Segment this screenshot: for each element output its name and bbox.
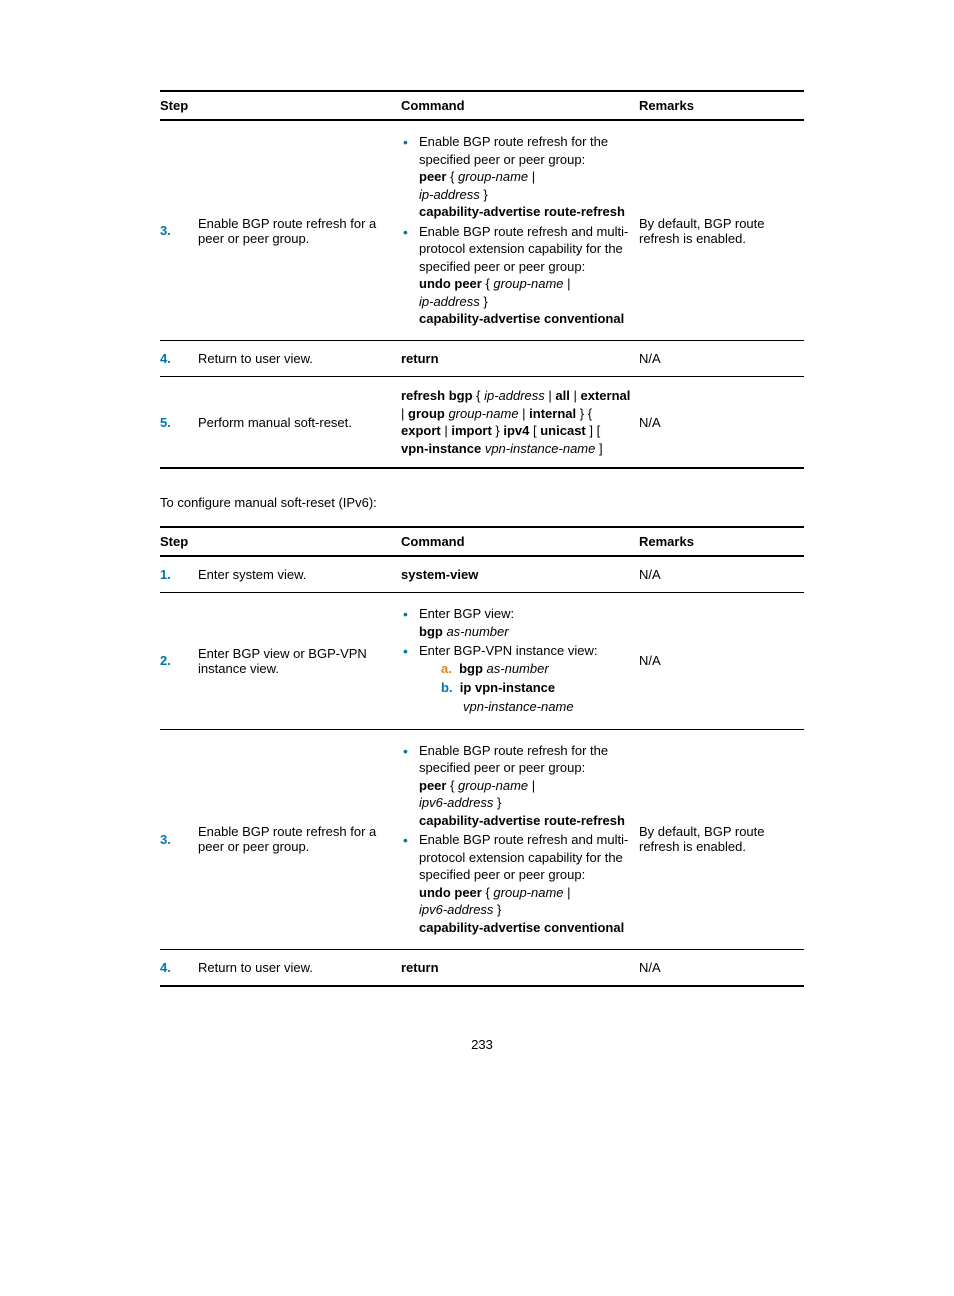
remarks-cell: N/A [639,949,804,986]
table-header-row: Step Command Remarks [160,527,804,556]
command-cell: Enter BGP view: bgp as-number Enter BGP-… [401,593,639,729]
step-num: 4. [160,960,171,975]
step-desc: Enter system view. [198,556,401,593]
table-row: 1. Enter system view. system-view N/A [160,556,804,593]
col-remarks: Remarks [639,91,804,120]
step-num: 4. [160,351,171,366]
step-desc: Enable BGP route refresh for a peer or p… [198,120,401,341]
remarks-cell: By default, BGP route refresh is enabled… [639,120,804,341]
step-desc: Enter BGP view or BGP-VPN instance view. [198,593,401,729]
cmd-text: system-view [401,567,478,582]
col-remarks: Remarks [639,527,804,556]
col-command: Command [401,527,639,556]
command-cell: refresh bgp { ip-address | all | externa… [401,377,639,469]
table-row: 4. Return to user view. return N/A [160,949,804,986]
step-desc: Enable BGP route refresh for a peer or p… [198,729,401,949]
section-heading: To configure manual soft-reset (IPv6): [160,494,804,512]
remarks-cell: N/A [639,341,804,377]
table-header-row: Step Command Remarks [160,91,804,120]
cmd-text: Enable BGP route refresh for the specifi… [419,134,608,167]
table-softreset-ipv6: Step Command Remarks 1. Enter system vie… [160,526,804,986]
col-step: Step [160,91,401,120]
step-num: 5. [160,415,171,430]
step-num: 2. [160,653,171,668]
page-number: 233 [160,1037,804,1052]
table-row: 3. Enable BGP route refresh for a peer o… [160,729,804,949]
table-softreset-ipv4: Step Command Remarks 3. Enable BGP route… [160,90,804,469]
table-row: 5. Perform manual soft-reset. refresh bg… [160,377,804,469]
step-desc: Perform manual soft-reset. [198,377,401,469]
table-row: 4. Return to user view. return N/A [160,341,804,377]
remarks-cell: By default, BGP route refresh is enabled… [639,729,804,949]
cmd-text: return [401,960,439,975]
remarks-cell: N/A [639,593,804,729]
col-step: Step [160,527,401,556]
cmd-text: return [401,351,439,366]
remarks-cell: N/A [639,377,804,469]
table-row: 2. Enter BGP view or BGP-VPN instance vi… [160,593,804,729]
step-num: 1. [160,567,171,582]
step-desc: Return to user view. [198,949,401,986]
remarks-cell: N/A [639,556,804,593]
col-command: Command [401,91,639,120]
step-num: 3. [160,223,171,238]
command-cell: Enable BGP route refresh for the specifi… [401,120,639,341]
step-desc: Return to user view. [198,341,401,377]
command-cell: Enable BGP route refresh for the specifi… [401,729,639,949]
step-num: 3. [160,832,171,847]
cmd-text: Enable BGP route refresh and multi-proto… [419,224,628,274]
table-row: 3. Enable BGP route refresh for a peer o… [160,120,804,341]
